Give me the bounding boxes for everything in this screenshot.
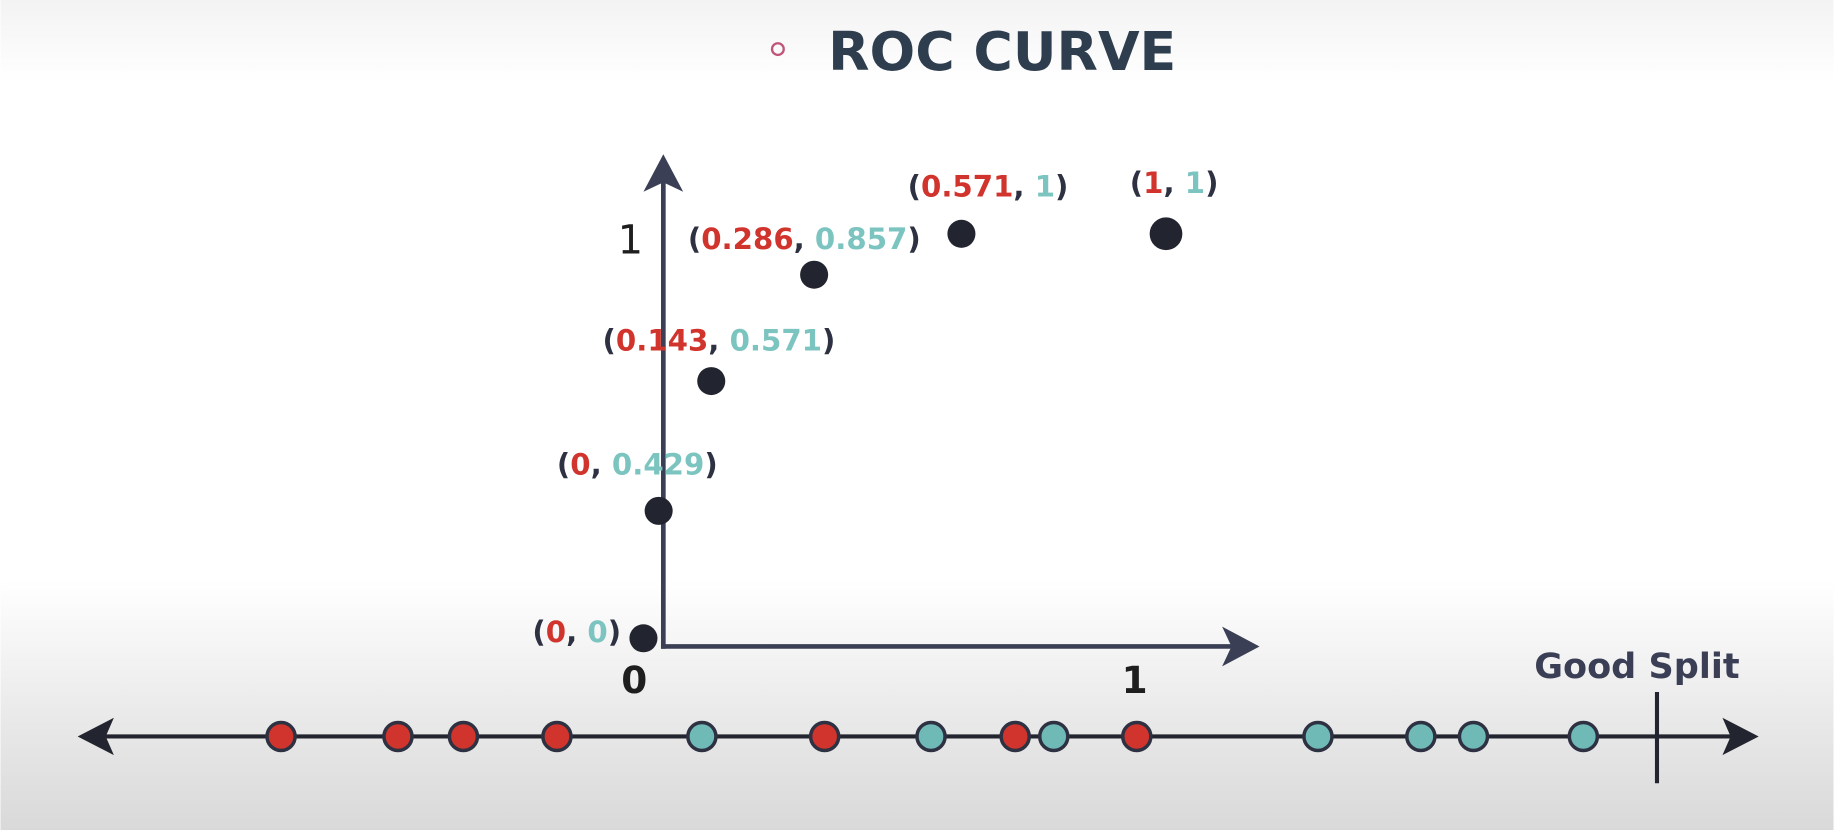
close-paren: ) bbox=[1055, 169, 1068, 203]
open-paren: ( bbox=[532, 615, 545, 649]
positive-sample bbox=[1302, 720, 1334, 753]
y-arrow bbox=[643, 154, 684, 192]
fpr: 0.571 bbox=[921, 169, 1013, 203]
roc-points bbox=[629, 217, 1183, 653]
x-axis-label: 1 bbox=[1122, 658, 1148, 702]
close-paren: ) bbox=[608, 615, 621, 649]
split-label: Good Split bbox=[1534, 646, 1739, 687]
tpr: 1 bbox=[1035, 169, 1055, 203]
separator: , bbox=[566, 615, 587, 649]
point-label: (0.571, 1) bbox=[908, 169, 1069, 203]
separator: , bbox=[591, 448, 612, 482]
negative-sample bbox=[999, 720, 1031, 753]
close-paren: ) bbox=[1205, 166, 1218, 200]
separator: , bbox=[1013, 169, 1034, 203]
roc-point bbox=[697, 367, 726, 396]
open-paren: ( bbox=[688, 222, 701, 256]
left-arrow bbox=[77, 717, 114, 756]
roc-point bbox=[1149, 217, 1183, 251]
origin-label: 0 bbox=[621, 658, 647, 702]
negative-sample bbox=[382, 720, 414, 753]
fpr: 0.286 bbox=[701, 222, 793, 256]
separator: , bbox=[1163, 166, 1184, 200]
open-paren: ( bbox=[1130, 166, 1143, 200]
samples bbox=[265, 720, 1600, 753]
point-label: (0, 0) bbox=[532, 615, 621, 649]
fpr: 0 bbox=[570, 448, 590, 482]
positive-sample bbox=[1457, 720, 1490, 753]
open-paren: ( bbox=[557, 448, 570, 482]
open-paren: ( bbox=[908, 169, 921, 203]
positive-sample bbox=[1567, 720, 1600, 753]
negative-sample bbox=[1120, 720, 1153, 753]
tpr: 0.571 bbox=[730, 324, 822, 358]
point-label: (0, 0.429) bbox=[557, 448, 718, 482]
roc-point bbox=[644, 496, 673, 525]
title: ROC CURVE bbox=[828, 20, 1176, 83]
tpr: 0 bbox=[587, 615, 607, 649]
y-axis-label: 1 bbox=[618, 218, 643, 264]
fpr: 0.143 bbox=[616, 324, 708, 358]
tpr: 0.857 bbox=[815, 222, 907, 256]
positive-sample bbox=[1037, 720, 1070, 753]
close-paren: ) bbox=[822, 324, 835, 358]
open-paren: ( bbox=[603, 324, 616, 358]
point-labels: (0, 0)(0, 0.429)(0.143, 0.571)(0.286, 0.… bbox=[532, 166, 1218, 649]
close-paren: ) bbox=[907, 222, 920, 256]
negative-sample bbox=[265, 720, 297, 753]
positive-sample bbox=[686, 720, 718, 753]
roc-point bbox=[629, 624, 658, 653]
point-label: (0.286, 0.857) bbox=[688, 222, 921, 256]
right-arrow bbox=[1722, 717, 1759, 756]
positive-sample bbox=[1405, 720, 1437, 753]
point-label: (1, 1) bbox=[1130, 166, 1219, 200]
roc-axes bbox=[660, 175, 1240, 649]
negative-sample bbox=[447, 720, 480, 753]
positive-sample bbox=[915, 720, 947, 753]
separator: , bbox=[708, 324, 729, 358]
tpr: 1 bbox=[1185, 166, 1205, 200]
fpr: 1 bbox=[1143, 166, 1163, 200]
separator: , bbox=[794, 222, 815, 256]
negative-sample bbox=[541, 720, 573, 753]
point-label: (0.143, 0.571) bbox=[603, 324, 836, 358]
title-bullet bbox=[770, 42, 785, 57]
tpr: 0.429 bbox=[612, 448, 704, 482]
x-arrow bbox=[1222, 626, 1260, 667]
fpr: 0 bbox=[546, 615, 566, 649]
close-paren: ) bbox=[704, 448, 717, 482]
roc-point bbox=[800, 260, 829, 289]
negative-sample bbox=[808, 720, 841, 753]
roc-point bbox=[947, 219, 976, 248]
